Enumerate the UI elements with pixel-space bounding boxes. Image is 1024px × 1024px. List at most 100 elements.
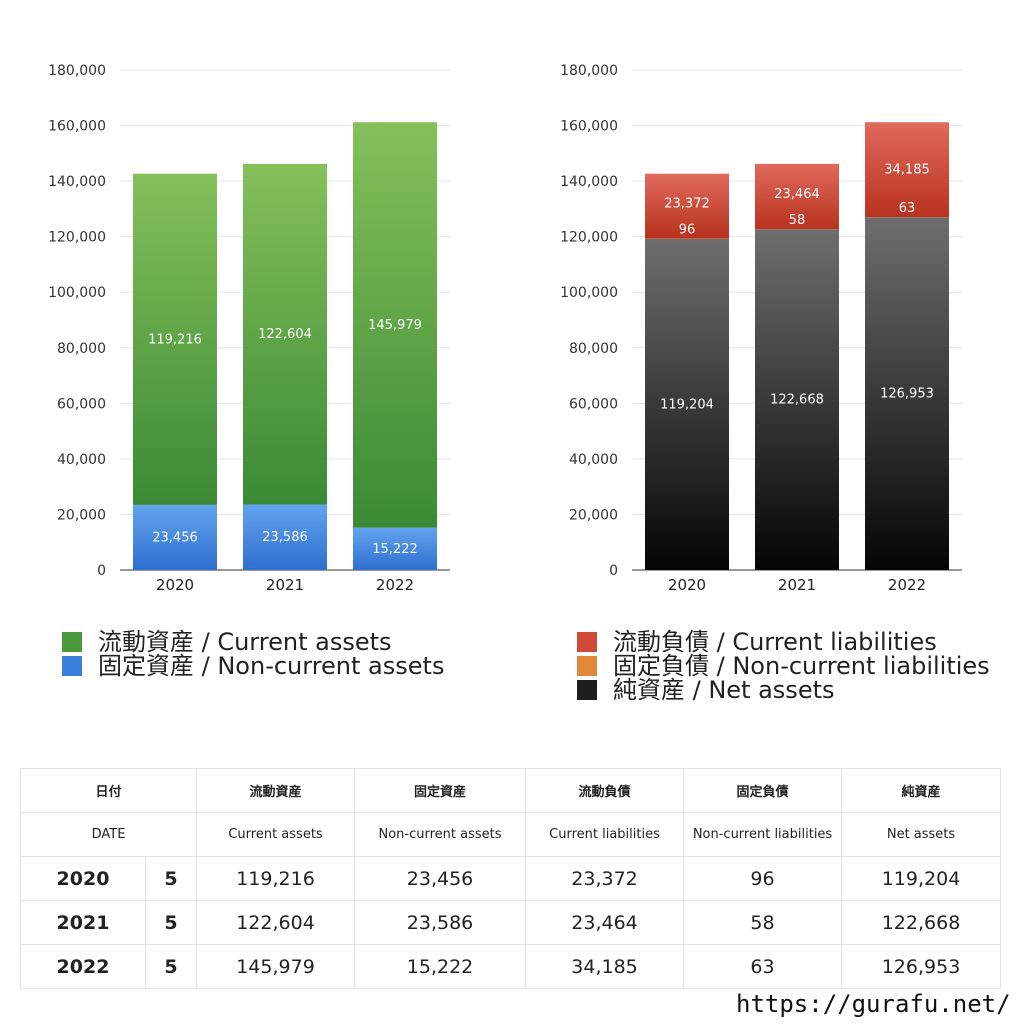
- y-tick-label: 20,000: [57, 507, 106, 523]
- x-tick-label: 2020: [668, 576, 706, 594]
- y-tick-label: 140,000: [48, 174, 106, 190]
- bar-segment: [353, 527, 437, 570]
- cell-noncurrent-liabilities: 63: [683, 944, 843, 989]
- table-row: 2021 5 122,604 23,586 23,464 58 122,668: [20, 900, 1002, 945]
- bar-segment: [755, 163, 839, 230]
- cell-noncurrent-assets: 15,222: [354, 944, 527, 989]
- data-label: 23,586: [262, 530, 308, 545]
- header-date-jp: 日付: [19, 768, 198, 813]
- bar-segment: [755, 229, 839, 570]
- y-tick-label: 160,000: [48, 119, 106, 135]
- row-year: 2021: [20, 900, 146, 945]
- y-tick-label: 20,000: [569, 507, 618, 523]
- row-month: 5: [144, 900, 198, 945]
- header-current-assets-jp: 流動資産: [196, 768, 356, 813]
- legend-swatch: [62, 656, 82, 676]
- data-label: 122,668: [770, 393, 824, 408]
- header-noncurrent-liabilities-en: Non-current liabilities: [683, 812, 843, 857]
- y-tick-label: 80,000: [569, 341, 618, 357]
- table-row: 2020 5 119,216 23,456 23,372 96 119,204: [20, 856, 1002, 901]
- cell-current-assets: 122,604: [196, 900, 356, 945]
- header-noncurrent-assets-jp: 固定資産: [354, 768, 527, 813]
- cell-current-assets: 145,979: [196, 944, 356, 989]
- bar-segment: [645, 238, 729, 570]
- cell-noncurrent-assets: 23,456: [354, 856, 527, 901]
- y-tick-label: 0: [609, 563, 618, 579]
- y-tick-label: 60,000: [569, 396, 618, 412]
- header-net-assets-jp: 純資産: [841, 768, 1002, 813]
- bar-segment: [865, 122, 949, 218]
- data-label: 145,979: [368, 318, 422, 333]
- y-tick-label: 100,000: [560, 285, 618, 301]
- y-tick-label: 40,000: [57, 452, 106, 468]
- row-month: 5: [144, 856, 198, 901]
- cell-current-assets: 119,216: [196, 856, 356, 901]
- bar-segment: [353, 122, 437, 528]
- data-label: 23,464: [774, 187, 820, 202]
- legend-item: 流動負債 / Current liabilities: [577, 630, 990, 654]
- table-row: 2022 5 145,979 15,222 34,185 63 126,953: [20, 944, 1002, 989]
- y-tick-label: 80,000: [57, 341, 106, 357]
- header-net-assets-en: Net assets: [841, 812, 1002, 857]
- site-url[interactable]: https://gurafu.net/: [736, 990, 1011, 1018]
- data-label: 96: [679, 223, 696, 238]
- cell-current-liabilities: 23,372: [525, 856, 685, 901]
- bar-segment: [645, 173, 729, 239]
- assets-legend: 流動資産 / Current assets 固定資産 / Non-current …: [62, 630, 444, 678]
- cell-net-assets: 119,204: [841, 856, 1002, 901]
- legend-item: 固定負債 / Non-current liabilities: [577, 654, 990, 678]
- y-tick-label: 0: [97, 563, 106, 579]
- legend-label: 純資産 / Net assets: [613, 676, 835, 704]
- legend-item: 純資産 / Net assets: [577, 678, 990, 702]
- x-tick-label: 2022: [888, 576, 926, 594]
- cell-noncurrent-liabilities: 96: [683, 856, 843, 901]
- legend-swatch: [577, 656, 597, 676]
- header-noncurrent-liabilities-jp: 固定負債: [683, 768, 843, 813]
- x-tick-label: 2022: [376, 576, 414, 594]
- table-header-row-jp: 日付 流動資産 固定資産 流動負債 固定負債 純資産: [19, 768, 1002, 813]
- y-tick-label: 40,000: [569, 452, 618, 468]
- y-tick-label: 160,000: [560, 119, 618, 135]
- table-header-row-en: DATE Current assets Non-current assets C…: [19, 812, 1002, 857]
- bar-segment: [865, 217, 949, 570]
- x-tick-label: 2021: [266, 576, 304, 594]
- legend-item: 流動資産 / Current assets: [62, 630, 444, 654]
- bar-segment: [243, 163, 327, 505]
- row-month: 5: [144, 944, 198, 989]
- data-label: 15,222: [372, 542, 418, 557]
- cell-noncurrent-assets: 23,586: [354, 900, 527, 945]
- x-tick-label: 2020: [156, 576, 194, 594]
- y-tick-label: 100,000: [48, 285, 106, 301]
- header-date-en: DATE: [19, 812, 198, 857]
- cell-noncurrent-liabilities: 58: [683, 900, 843, 945]
- header-noncurrent-assets-en: Non-current assets: [354, 812, 527, 857]
- data-label: 34,185: [884, 163, 930, 178]
- data-table: 日付 流動資産 固定資産 流動負債 固定負債 純資産 DATE Current …: [19, 768, 1002, 989]
- data-label: 119,216: [148, 332, 202, 347]
- liabilities-legend: 流動負債 / Current liabilities 固定負債 / Non-cur…: [577, 630, 990, 702]
- bar-segment: [133, 173, 217, 505]
- data-label: 23,372: [664, 197, 710, 212]
- x-tick-label: 2021: [778, 576, 816, 594]
- bar-segment: [243, 504, 327, 570]
- cell-net-assets: 126,953: [841, 944, 1002, 989]
- legend-item: 固定資産 / Non-current assets: [62, 654, 444, 678]
- header-current-assets-en: Current assets: [196, 812, 356, 857]
- assets-chart: 0 20,000 40,000 60,000 80,000 100,000 120,000 1…: [48, 63, 450, 594]
- legend-label: 流動負債 / Current liabilities: [613, 628, 937, 656]
- header-current-liabilities-jp: 流動負債: [525, 768, 685, 813]
- y-tick-label: 120,000: [48, 230, 106, 246]
- y-tick-label: 120,000: [560, 230, 618, 246]
- legend-swatch: [577, 632, 597, 652]
- y-tick-label: 60,000: [57, 396, 106, 412]
- data-label: 122,604: [258, 327, 312, 342]
- y-tick-label: 180,000: [48, 63, 106, 79]
- legend-label: 固定資産 / Non-current assets: [98, 652, 445, 680]
- bar-segment: [133, 504, 217, 570]
- data-label: 23,456: [152, 530, 198, 545]
- y-tick-label: 140,000: [560, 174, 618, 190]
- y-tick-label: 180,000: [560, 63, 618, 79]
- legend-swatch: [577, 680, 597, 700]
- data-label: 126,953: [880, 387, 934, 402]
- legend-label: 固定負債 / Non-current liabilities: [613, 652, 990, 680]
